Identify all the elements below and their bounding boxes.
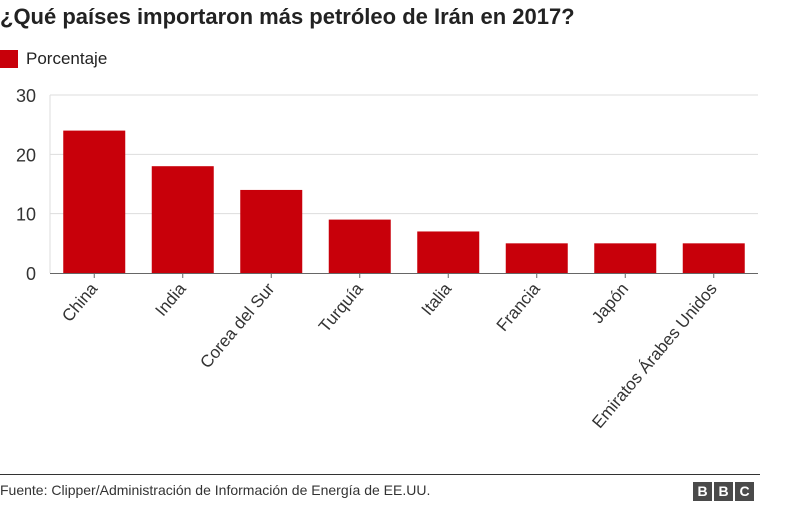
- bar: [240, 189, 303, 273]
- bbc-logo-letter: C: [735, 482, 754, 501]
- y-tick-label: 0: [26, 264, 36, 284]
- x-tick-label: Turquía: [315, 279, 367, 336]
- x-tick-label: China: [58, 279, 101, 326]
- legend-swatch: [0, 50, 18, 68]
- bar: [328, 219, 391, 273]
- legend-label: Porcentaje: [26, 49, 108, 68]
- chart-title: ¿Qué países importaron más petróleo de I…: [0, 4, 575, 29]
- y-tick-label: 30: [16, 86, 36, 106]
- y-tick-label: 10: [16, 205, 36, 225]
- x-tick-label: Francia: [493, 279, 544, 335]
- x-tick-label: Japón: [588, 279, 632, 327]
- bar-chart: 0 10 20 30 China India Corea del Sur Turquía Ita…: [16, 86, 758, 432]
- bbc-logo-letter: B: [693, 482, 712, 501]
- bar: [505, 243, 568, 273]
- x-tick-label: India: [152, 279, 191, 320]
- legend: Porcentaje: [0, 49, 107, 69]
- bar: [417, 231, 480, 273]
- bar: [682, 243, 745, 273]
- footer-divider: [0, 474, 760, 475]
- x-tick-label: Italia: [418, 279, 456, 319]
- y-tick-label: 20: [16, 145, 36, 165]
- x-tick-label: Corea del Sur: [196, 279, 278, 372]
- bbc-logo: B B C: [693, 482, 754, 501]
- bar: [63, 130, 126, 273]
- bar: [594, 243, 657, 273]
- source-note: Fuente: Clipper/Administración de Inform…: [0, 482, 431, 498]
- bbc-logo-letter: B: [714, 482, 733, 501]
- bar: [151, 166, 214, 273]
